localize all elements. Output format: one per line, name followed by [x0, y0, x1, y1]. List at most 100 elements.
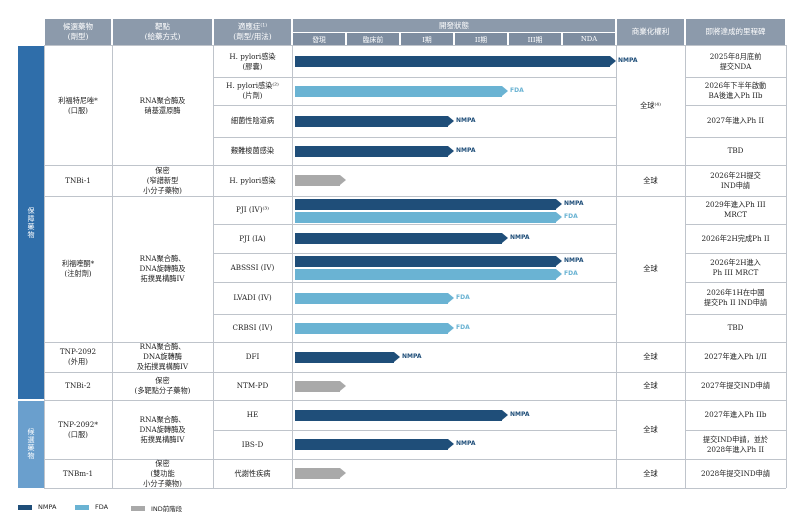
row-rule [213, 196, 616, 197]
milestone: 2027年進入Ph II [706, 116, 765, 125]
milestone: 2029年進入Ph III MRCT [705, 200, 766, 219]
row-rule [213, 314, 616, 315]
row-rule [685, 137, 786, 138]
row-rule [213, 137, 616, 138]
row-rule [685, 105, 786, 106]
bar-label: NMPA [564, 257, 584, 264]
milestone: 2026年2H提交 IND申請 [710, 170, 761, 190]
col-rule [44, 45, 45, 488]
row-rule [213, 253, 616, 254]
stage-header: 臨床前 [347, 33, 399, 45]
row-rule [213, 459, 616, 460]
commercial-rights: 全球 [643, 424, 658, 434]
col-rule [616, 45, 617, 488]
candidate-target: 保密 (雙功能 小分子藥物) [143, 458, 182, 488]
bar-label: NMPA [456, 116, 476, 124]
milestone: TBD [727, 146, 744, 155]
pipeline-bar [295, 351, 400, 363]
indication: PJI (IV)⁽³⁾ [236, 205, 269, 214]
indication: DFI [245, 352, 260, 361]
bar-arrow [394, 351, 400, 362]
stage-header: III期 [509, 33, 561, 45]
pipeline-bar [295, 468, 346, 479]
bar-body [295, 380, 340, 392]
indication: LVADI (IV) [233, 293, 272, 302]
candidate-name: 利福喹酮* (注射劑) [61, 259, 95, 278]
candidate-name: TNP-2092* (口服) [58, 419, 98, 439]
legend-swatch [18, 504, 32, 510]
pipeline-bar [295, 439, 454, 450]
pipeline-bar [295, 322, 454, 334]
pipeline-bar [295, 85, 508, 97]
band-divider [18, 399, 44, 401]
candidate-name: TNBi-1 [65, 175, 91, 185]
bar-body [295, 85, 502, 97]
bar-label: FDA [564, 270, 578, 277]
row-rule [213, 77, 616, 78]
legend-item: FDA [75, 503, 108, 511]
commercial-rights: 全球⁽⁴⁾ [640, 100, 661, 110]
candidate-target: RNA聚合酶及 硝基還原酶 [139, 95, 186, 115]
bar-body [295, 212, 556, 223]
col-rule [685, 45, 686, 488]
indication: HE [246, 410, 259, 419]
commercial-rights: 全球 [643, 352, 658, 361]
row-rule [685, 400, 786, 401]
band-label: 候選藥物 [18, 400, 44, 488]
pipeline-bar [295, 56, 616, 67]
bar-arrow [340, 380, 346, 391]
milestone: 2025年8月底前 提交NDA [709, 51, 762, 71]
bar-body [295, 322, 448, 334]
pipeline-bar [295, 292, 454, 304]
legend-label: IND前階段 [151, 505, 183, 513]
row-rule [213, 400, 616, 401]
milestone: 2027年提交IND申請 [700, 381, 771, 390]
milestone: 2028年提交IND申請 [700, 468, 771, 478]
candidate-target: RNA聚合酶、 DNA旋轉酶 及拓撲異構酶IV [136, 342, 189, 371]
top-rule [44, 45, 786, 46]
milestone: 2027年進入Ph IIb [704, 410, 767, 419]
row-rule [213, 282, 616, 283]
bar-arrow [556, 269, 562, 279]
candidate-name: TNBi-2 [65, 381, 91, 390]
pipeline-bar [295, 380, 346, 392]
bar-label: FDA [564, 213, 578, 220]
bar-label: NMPA [510, 234, 530, 241]
indication: H. pylori感染 [229, 175, 276, 185]
col-rule [292, 45, 293, 488]
header-commercial: 商業化權利 [617, 19, 684, 45]
bar-label: NMPA [564, 200, 584, 207]
bar-arrow [556, 212, 562, 222]
legend-item: IND前階段 [131, 503, 182, 513]
bar-body [295, 256, 556, 267]
pipeline-bar [295, 233, 508, 244]
legend-label: NMPA [38, 503, 57, 511]
row-rule [213, 224, 616, 225]
bar-body [295, 409, 502, 421]
bar-arrow [610, 56, 616, 66]
indication: CRBSI (IV) [232, 323, 273, 332]
bar-body [295, 439, 448, 450]
header-target: 靶點 (給藥方式) [113, 19, 212, 45]
milestone: 2027年進入Ph I/II [704, 352, 767, 361]
candidate-target: RNA聚合酶、 DNA旋轉酶及 拓撲異構酶IV [139, 254, 186, 283]
bar-body [295, 233, 502, 244]
row-rule [685, 282, 786, 283]
indication: NTM-PD [236, 381, 269, 390]
pipeline-bar [295, 212, 562, 223]
indication: 代謝性疾病 [234, 468, 271, 478]
group-rule [44, 488, 786, 489]
stage-header: 發現 [293, 33, 345, 45]
milestone: 2026年2H完成Ph II [701, 233, 770, 243]
bar-label: NMPA [456, 146, 476, 154]
commercial-rights: 全球 [643, 468, 658, 478]
bar-arrow [448, 115, 454, 126]
bar-label: FDA [510, 86, 524, 94]
bar-arrow [448, 439, 454, 449]
pipeline-bar [295, 409, 508, 421]
indication: PJI (IA) [239, 233, 266, 243]
milestone: 2026年2H進入 Ph III MRCT [710, 257, 761, 277]
bar-arrow [448, 292, 454, 303]
bar-body [295, 351, 394, 363]
milestone: 提交IND申請，並於 2028年進入Ph II [702, 434, 769, 454]
